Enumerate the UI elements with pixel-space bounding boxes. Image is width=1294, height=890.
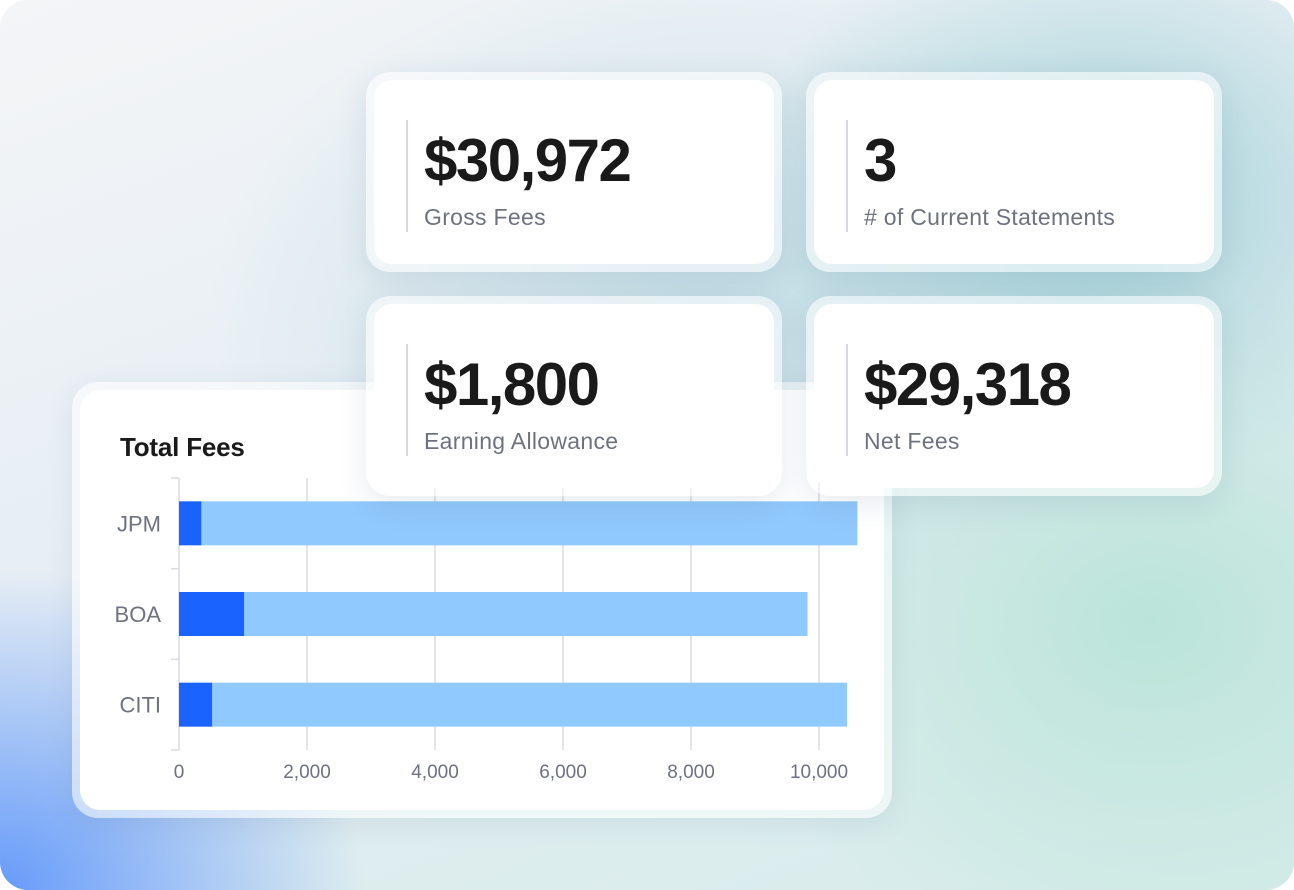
x-tick-label: 4,000 — [411, 762, 459, 783]
earning-allowance-card-panel: $1,800 Earning Allowance — [374, 304, 774, 488]
current-statements-label: # of Current Statements — [864, 204, 1116, 230]
gross-fees-label: Gross Fees — [424, 204, 546, 230]
bar-citi-segment-1 — [179, 682, 213, 727]
gross-fees-value: $30,972 — [424, 127, 632, 194]
current-statements-card: 3 # of Current Statements — [806, 72, 1222, 272]
category-label-jpm: JPM — [117, 511, 161, 536]
x-tick-label: 8,000 — [667, 762, 715, 783]
gross-fees-card-panel: $30,972 Gross Fees — [374, 80, 774, 264]
total-fees-bar-chart: JPM BOA CITI 0 2,000 4,000 6,000 8,000 10,000 — [115, 477, 858, 783]
category-label-citi: CITI — [119, 693, 161, 718]
divider — [406, 120, 408, 232]
x-tick-label: 6,000 — [539, 762, 587, 783]
divider — [846, 344, 848, 456]
divider — [846, 120, 848, 232]
divider — [406, 344, 408, 456]
net-fees-card: $29,318 Net Fees — [806, 296, 1222, 496]
net-fees-label: Net Fees — [864, 428, 960, 454]
bar-citi-segment-2 — [212, 682, 848, 727]
current-statements-value: 3 — [864, 127, 897, 194]
gross-fees-card: $30,972 Gross Fees — [366, 72, 782, 272]
earning-allowance-card: $1,800 Earning Allowance — [366, 296, 782, 496]
current-statements-card-panel: 3 # of Current Statements — [814, 80, 1214, 264]
bar-jpm-segment-1 — [179, 501, 202, 546]
category-label-boa: BOA — [115, 602, 162, 627]
bar-boa-segment-1 — [179, 592, 245, 636]
earning-allowance-value: $1,800 — [424, 351, 600, 418]
chart-title: Total Fees — [120, 432, 245, 462]
x-tick-label: 10,000 — [790, 762, 848, 783]
bar-boa-segment-2 — [244, 592, 808, 636]
net-fees-card-panel: $29,318 Net Fees — [814, 304, 1214, 488]
net-fees-value: $29,318 — [864, 351, 1072, 418]
x-tick-label: 2,000 — [283, 762, 331, 783]
x-tick-label: 0 — [174, 762, 185, 783]
bar-jpm-segment-2 — [201, 501, 858, 546]
earning-allowance-label: Earning Allowance — [424, 428, 619, 454]
